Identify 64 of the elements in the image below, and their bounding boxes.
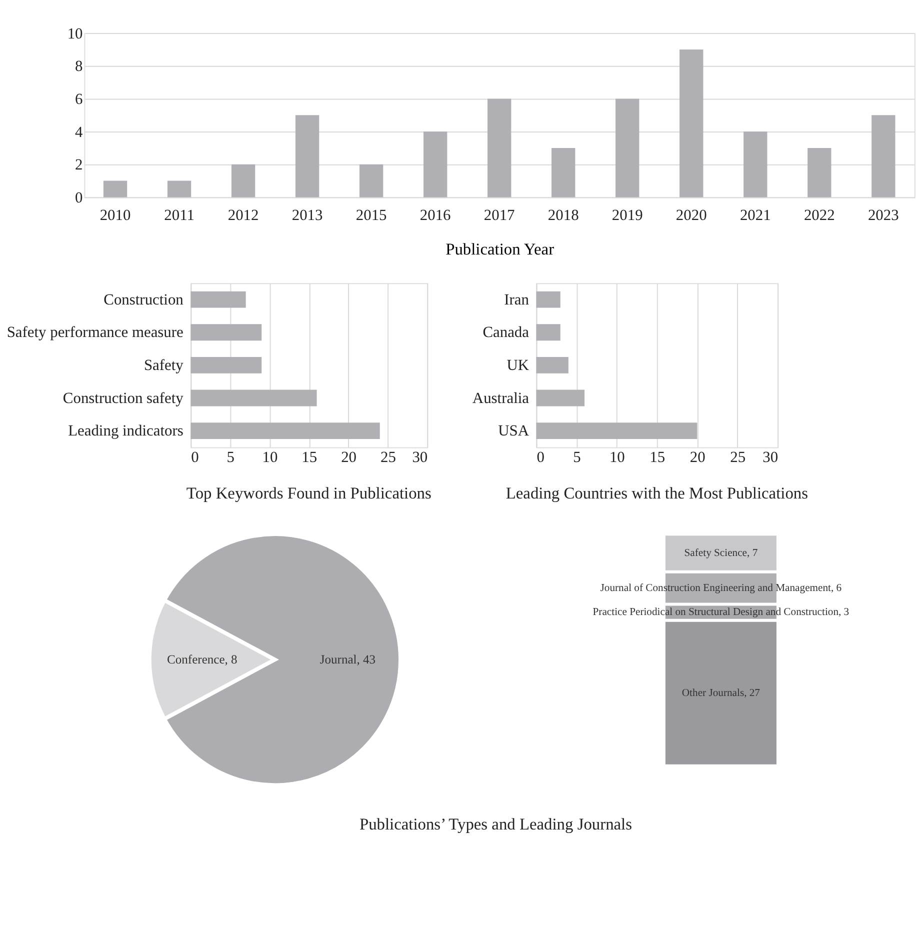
text: Publications’ Types and Leading Journals	[359, 814, 632, 834]
x-tick-label: 2012	[228, 206, 259, 224]
x-tick-label: 5	[226, 449, 235, 466]
x-tick-label: 10	[609, 449, 626, 466]
text: Top Keywords Found in Publications	[186, 483, 432, 502]
y-tick-label: Construction	[104, 291, 184, 308]
bar	[680, 50, 704, 198]
x-tick-label: 15	[650, 449, 666, 466]
data-label: Journal, 43	[320, 652, 376, 666]
y-tick-label: Iran	[504, 291, 530, 308]
x-axis-title: Publication Year	[446, 240, 555, 259]
y-tick-label: 10	[67, 25, 84, 42]
y-tick-label: 0	[75, 190, 84, 207]
bar	[487, 98, 512, 198]
bar	[616, 98, 640, 198]
x-tick-label: 20	[690, 449, 706, 466]
x-tick-label: 2017	[484, 206, 516, 224]
x-tick-label: 20	[341, 449, 357, 466]
x-tick-label: 2018	[548, 206, 580, 224]
x-tick-label: 25	[380, 449, 396, 466]
x-tick-label: 30	[412, 449, 428, 466]
y-tick-label: 2	[75, 156, 83, 174]
y-tick-label: Safety performance measure	[6, 324, 184, 342]
data-label: Conference, 8	[167, 652, 238, 666]
bar	[231, 164, 256, 198]
y-tick-label: 8	[75, 58, 84, 76]
x-tick-label: 2013	[292, 206, 324, 224]
bar	[808, 148, 832, 198]
x-tick-label: 10	[262, 449, 278, 466]
bar	[552, 148, 576, 198]
bar	[167, 180, 192, 198]
x-tick-label: 2020	[676, 206, 708, 224]
bar	[295, 115, 320, 198]
x-tick-label: 25	[730, 449, 746, 466]
data-label: Other Journals, 27	[682, 688, 760, 699]
bar	[103, 180, 128, 198]
x-tick-label: 2019	[612, 206, 644, 224]
x-tick-label: 2011	[164, 206, 194, 224]
bar	[744, 132, 768, 198]
y-tick-label: USA	[498, 422, 530, 440]
y-tick-label: Australia	[472, 390, 530, 407]
x-tick-label: 2023	[868, 206, 900, 224]
x-tick-label: 0	[191, 449, 200, 466]
y-tick-label: Safety	[144, 357, 184, 374]
x-tick-label: 5	[573, 449, 582, 466]
x-tick-label: 2015	[356, 206, 388, 224]
x-tick-label: 0	[536, 449, 545, 466]
x-tick-label: 2016	[420, 206, 452, 224]
y-tick-label: Canada	[482, 324, 530, 342]
y-tick-label: Leading indicators	[68, 422, 184, 440]
x-tick-label: 30	[762, 449, 778, 466]
x-tick-label: 2022	[804, 206, 835, 224]
y-tick-label: Construction safety	[62, 390, 184, 407]
x-tick-label: 2010	[100, 206, 131, 224]
bar	[872, 115, 896, 198]
bar	[423, 132, 448, 198]
data-label: Safety Science, 7	[684, 548, 758, 559]
y-tick-label: 6	[75, 91, 84, 108]
x-tick-label: 15	[302, 449, 318, 466]
y-tick-label: UK	[506, 357, 530, 374]
text: Leading Countries with the Most Publications	[506, 483, 808, 502]
bar	[359, 164, 384, 198]
y-tick-label: 4	[75, 124, 84, 141]
x-tick-label: 2021	[740, 206, 771, 224]
